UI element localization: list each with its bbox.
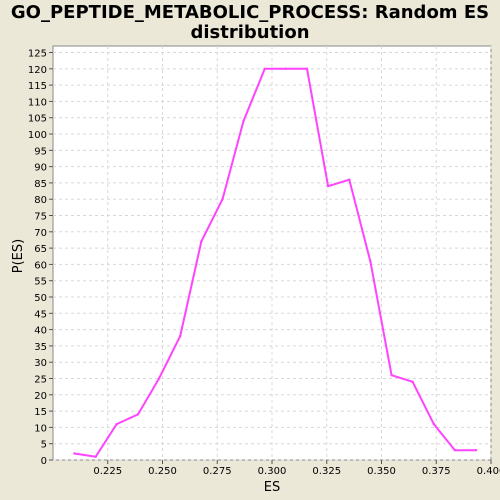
x-tick-label: 0.300 xyxy=(258,466,287,477)
y-tick-label: 20 xyxy=(34,391,47,402)
x-tick-label: 0.225 xyxy=(93,466,122,477)
series-layer xyxy=(73,67,478,458)
x-tick-label: 0.400 xyxy=(477,466,500,477)
x-tick-label: 0.275 xyxy=(203,466,232,477)
data-point xyxy=(453,449,457,452)
data-point xyxy=(157,377,161,380)
y-tick-label: 55 xyxy=(34,277,47,288)
data-point xyxy=(348,178,351,181)
chart-title-line-2: distribution xyxy=(190,22,310,43)
y-tick-label: 115 xyxy=(28,81,47,92)
data-point xyxy=(221,198,224,201)
y-tick-label: 25 xyxy=(34,375,47,386)
y-tick-label: 75 xyxy=(34,212,47,223)
chart-title-line-1: GO_PEPTIDE_METABOLIC_PROCESS: Random ES xyxy=(10,2,490,23)
y-tick-label: 5 xyxy=(41,440,47,451)
y-tick-label: 60 xyxy=(34,260,47,271)
y-tick-label: 40 xyxy=(34,326,47,337)
y-tick-label: 90 xyxy=(34,163,47,174)
data-point xyxy=(263,67,266,71)
data-point xyxy=(284,67,287,71)
x-tick-label: 0.375 xyxy=(422,466,451,477)
x-tick-label: 0.350 xyxy=(367,466,396,477)
y-tick-label: 0 xyxy=(41,456,47,467)
data-point xyxy=(200,240,203,243)
y-tick-label: 95 xyxy=(34,146,47,157)
y-tick-label: 10 xyxy=(34,423,47,434)
data-point xyxy=(305,67,309,71)
series-line xyxy=(74,67,477,458)
y-tick-label: 35 xyxy=(34,342,47,353)
y-tick-label: 65 xyxy=(34,244,47,255)
y-tick-label: 30 xyxy=(34,358,47,369)
y-tick-label: 125 xyxy=(28,49,47,60)
data-point xyxy=(242,119,245,123)
y-tick-label: 45 xyxy=(34,309,47,320)
y-tick-label: 50 xyxy=(34,293,47,304)
x-tick-label: 0.325 xyxy=(312,466,341,477)
data-point xyxy=(432,422,436,426)
y-axis-label: P(ES) xyxy=(11,239,26,273)
y-tick-label: 100 xyxy=(28,130,47,141)
y-tick-label: 80 xyxy=(34,195,47,206)
y-tick-label: 110 xyxy=(28,97,47,108)
y-tick-label: 85 xyxy=(34,179,47,190)
data-point xyxy=(73,452,76,455)
y-tick-label: 15 xyxy=(34,407,47,418)
y-tick-label: 105 xyxy=(28,114,47,125)
data-point xyxy=(411,380,414,383)
data-point xyxy=(326,184,330,188)
data-point xyxy=(94,455,97,458)
x-axis-label: ES xyxy=(264,480,280,495)
grid-layer xyxy=(53,46,492,461)
data-point xyxy=(179,334,182,338)
y-tick-label: 70 xyxy=(34,228,47,239)
data-point xyxy=(390,374,393,377)
data-point xyxy=(136,413,140,416)
data-point xyxy=(474,449,478,452)
data-point xyxy=(115,422,118,426)
data-point xyxy=(369,259,372,263)
axis-layer: 0 5 10 15 20 25 30 35 40 45 50 55 60 65 70 75 80 85 90 95 10… xyxy=(28,49,500,477)
y-tick-label: 120 xyxy=(28,65,47,76)
x-tick-label: 0.250 xyxy=(148,466,177,477)
